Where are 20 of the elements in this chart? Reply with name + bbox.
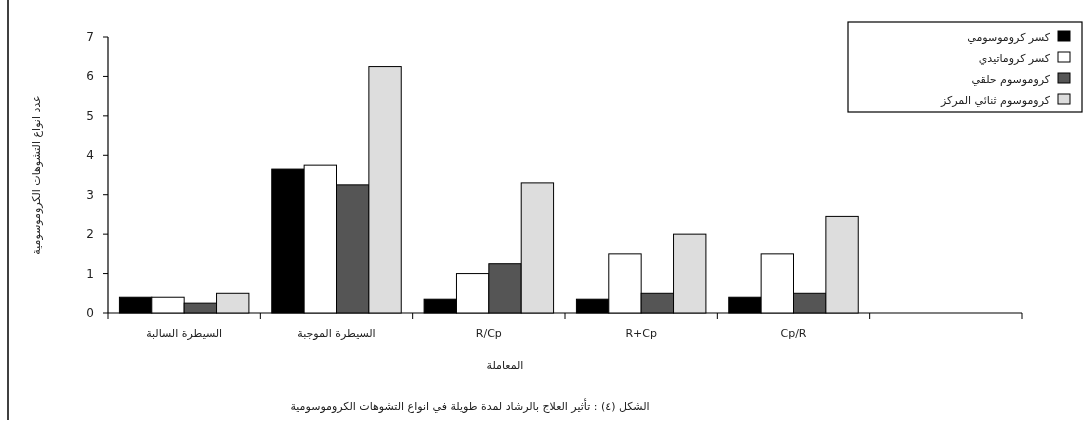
legend-label: كسر كروموسومي xyxy=(967,31,1051,44)
y-tick-label: 3 xyxy=(86,187,94,202)
x-tick-label: R+Cp xyxy=(625,327,657,340)
y-tick-label: 7 xyxy=(86,30,94,44)
y-tick-label: 0 xyxy=(86,306,94,320)
legend-label: كسر كروماتيدي xyxy=(978,52,1051,65)
x-axis-title: المعاملة xyxy=(486,359,524,372)
x-tick-label: السيطرة الموجبة xyxy=(297,327,376,340)
text: الشكل (٤) : تأثير العلاج بالرشاد لمدة طويلة في انواع التشوهات الكروموسومية xyxy=(290,398,650,413)
y-tick-label: 1 xyxy=(86,266,94,281)
y-tick-label: 4 xyxy=(86,148,94,163)
legend-label: كروموسوم حلقي xyxy=(971,73,1051,86)
y-tick-label: 2 xyxy=(86,227,94,242)
x-tick-label: R/Cp xyxy=(475,327,502,340)
y-tick-label: 5 xyxy=(86,108,94,123)
y-axis-title: عدد انواع التشوهات الكروموسومية xyxy=(30,95,43,255)
x-tick-label: السيطرة السالبة xyxy=(146,327,223,340)
x-tick-label: Cp/R xyxy=(780,327,807,340)
y-tick-label: 6 xyxy=(86,69,94,84)
legend-label: كروموسوم ثنائي المركز xyxy=(939,94,1051,107)
